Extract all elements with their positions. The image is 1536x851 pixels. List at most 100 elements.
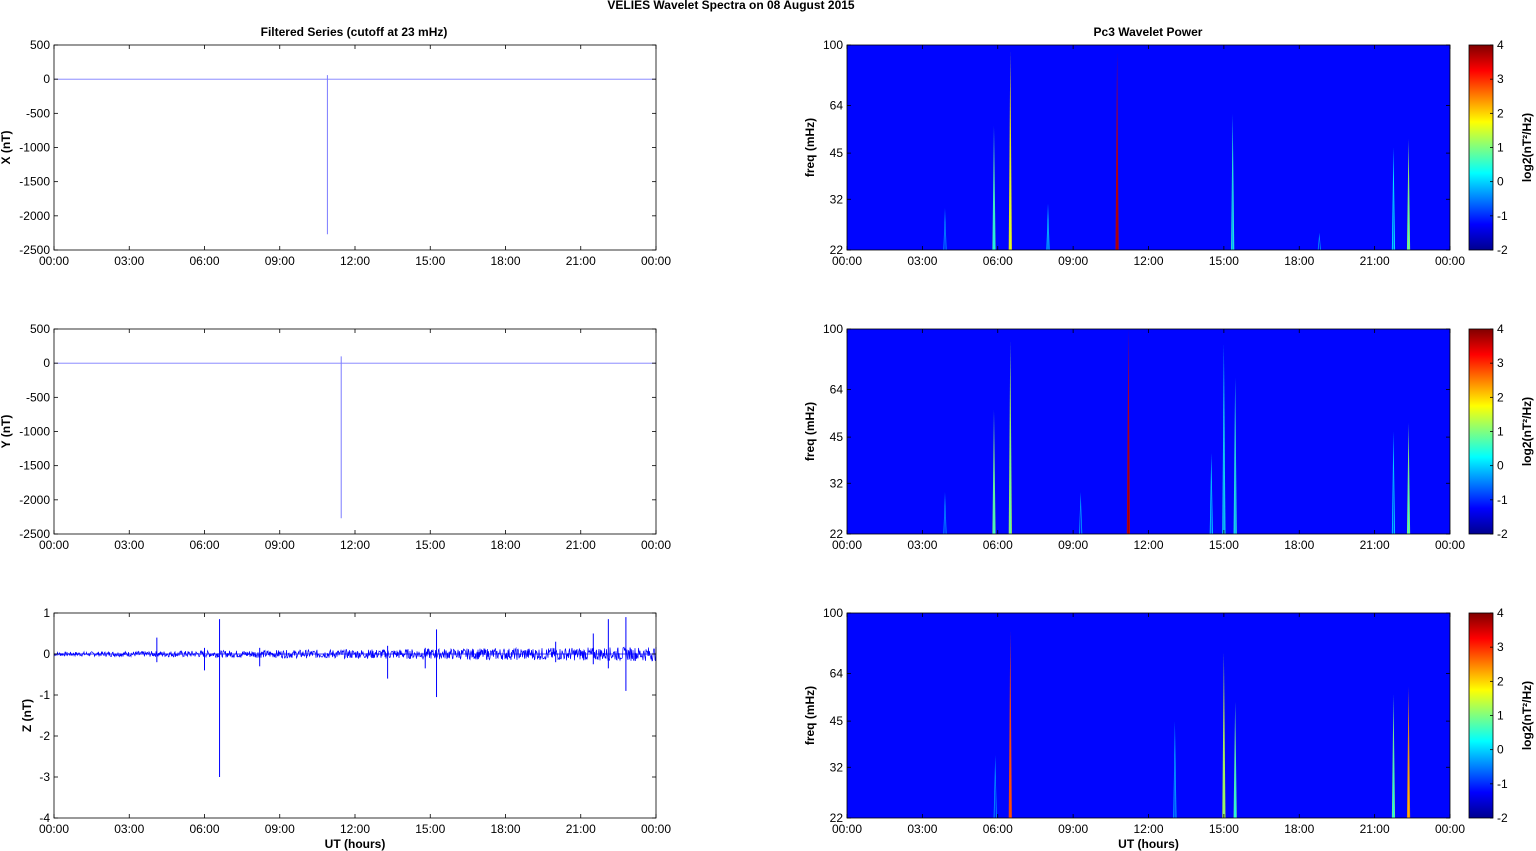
x-tick-label: 00:00 [641, 822, 671, 836]
y-tick-label: -2500 [19, 527, 50, 541]
plot-area [54, 45, 656, 250]
y-tick-label: 45 [830, 430, 844, 444]
x-tick-label: 12:00 [1133, 254, 1163, 268]
heatmap-streak-core [1407, 461, 1410, 534]
x-tick-label: 12:00 [340, 822, 370, 836]
heatmap-background [847, 45, 1450, 250]
x-tick-label: 18:00 [1284, 822, 1314, 836]
x-tick-label: 09:00 [265, 538, 295, 552]
x-axis-label: UT (hours) [325, 837, 386, 851]
y-axis-label: freq (mHz) [803, 118, 817, 177]
heatmap-streak-core [1318, 238, 1321, 250]
heatmap-streak-core [1116, 121, 1118, 250]
x-tick-label: 21:00 [566, 254, 596, 268]
colorbar-tick-label: 1 [1497, 141, 1504, 155]
colorbar-tick-label: 3 [1497, 640, 1504, 654]
y-tick-label: 32 [830, 476, 844, 490]
left-title: Filtered Series (cutoff at 23 mHz) [261, 25, 448, 39]
colorbar-label: log2(nT²/Hz) [1520, 681, 1534, 750]
heatmap-streak-core [1047, 219, 1049, 250]
y-tick-label: 22 [830, 243, 844, 257]
heatmap-streak-core [1009, 120, 1012, 250]
x-tick-label: 12:00 [1133, 538, 1163, 552]
x-tick-label: 03:00 [114, 538, 144, 552]
colorbar-tick-label: 0 [1497, 459, 1504, 473]
colorbar-tick-label: 2 [1497, 674, 1504, 688]
heatmap-streak-core [944, 222, 946, 250]
heatmap-streak-core [1127, 400, 1130, 534]
y-tick-label: -2500 [19, 243, 50, 257]
x-tick-label: 21:00 [1360, 538, 1390, 552]
y-axis-label: freq (mHz) [803, 402, 817, 461]
y-tick-label: -1500 [19, 175, 50, 189]
colorbar-tick-label: 3 [1497, 72, 1504, 86]
x-tick-label: 03:00 [114, 254, 144, 268]
x-tick-label: 09:00 [265, 254, 295, 268]
y-tick-label: -4 [39, 811, 50, 825]
x-tick-label: 18:00 [1284, 538, 1314, 552]
y-tick-label: 100 [823, 322, 843, 336]
y-axis-label: Z (nT) [20, 699, 34, 732]
colorbar [1468, 44, 1494, 251]
heatmap-streak-core [1392, 467, 1395, 534]
heatmap-streak-core [1009, 695, 1012, 818]
y-tick-label: -3 [39, 770, 50, 784]
colorbar-tick-label: 4 [1497, 38, 1504, 52]
x-tick-label: 03:00 [907, 822, 937, 836]
x-tick-label: 00:00 [39, 254, 69, 268]
y-tick-label: -500 [26, 390, 50, 404]
x-tick-label: 12:00 [340, 254, 370, 268]
heatmap-streak-core [944, 506, 946, 534]
colorbar-tick-label: 3 [1497, 356, 1504, 370]
x-tick-label: 06:00 [983, 822, 1013, 836]
x-tick-label: 15:00 [415, 822, 445, 836]
y-tick-label: 100 [823, 606, 843, 620]
x-tick-label: 06:00 [983, 538, 1013, 552]
x-tick-label: 00:00 [832, 538, 862, 552]
x-tick-label: 12:00 [1133, 822, 1163, 836]
y-tick-label: -2 [39, 729, 50, 743]
x-tick-label: 00:00 [641, 538, 671, 552]
heatmap-streak-core [1407, 732, 1410, 818]
colorbar-label: log2(nT²/Hz) [1520, 113, 1534, 182]
y-tick-label: 64 [830, 382, 844, 396]
x-tick-label: 00:00 [641, 254, 671, 268]
y-tick-label: -500 [26, 106, 50, 120]
y-tick-label: 0 [43, 72, 50, 86]
x-tick-label: 15:00 [1209, 538, 1239, 552]
x-tick-label: 21:00 [566, 822, 596, 836]
x-tick-label: 00:00 [832, 822, 862, 836]
x-axis-label: UT (hours) [1118, 837, 1179, 851]
x-tick-label: 06:00 [189, 538, 219, 552]
x-tick-label: 15:00 [1209, 822, 1239, 836]
y-tick-label: -1 [39, 688, 50, 702]
heatmap-streak-core [1210, 481, 1213, 534]
x-tick-label: 03:00 [907, 254, 937, 268]
x-tick-label: 21:00 [1360, 254, 1390, 268]
colorbar-tick-label: 2 [1497, 106, 1504, 120]
heatmap-streak-core [993, 453, 995, 534]
x-tick-label: 09:00 [1058, 254, 1088, 268]
heatmap-streak-core [1079, 506, 1082, 534]
heatmap-streak-core [1174, 755, 1176, 818]
x-tick-label: 00:00 [832, 254, 862, 268]
x-tick-label: 18:00 [1284, 254, 1314, 268]
y-tick-label: 45 [830, 146, 844, 160]
colorbar-tick-label: -2 [1497, 811, 1508, 825]
x-tick-label: 00:00 [39, 538, 69, 552]
x-tick-label: 18:00 [490, 254, 520, 268]
y-tick-label: 22 [830, 811, 844, 825]
x-tick-label: 15:00 [415, 538, 445, 552]
heatmap-streak-core [1231, 161, 1234, 250]
heatmap-streak-core [994, 777, 996, 818]
colorbar-tick-label: 1 [1497, 709, 1504, 723]
colorbar-tick-label: -2 [1497, 527, 1508, 541]
y-tick-label: 32 [830, 760, 844, 774]
colorbar-tick-label: -1 [1497, 777, 1508, 791]
right-title: Pc3 Wavelet Power [1094, 25, 1203, 39]
y-axis-label: X (nT) [0, 131, 13, 165]
